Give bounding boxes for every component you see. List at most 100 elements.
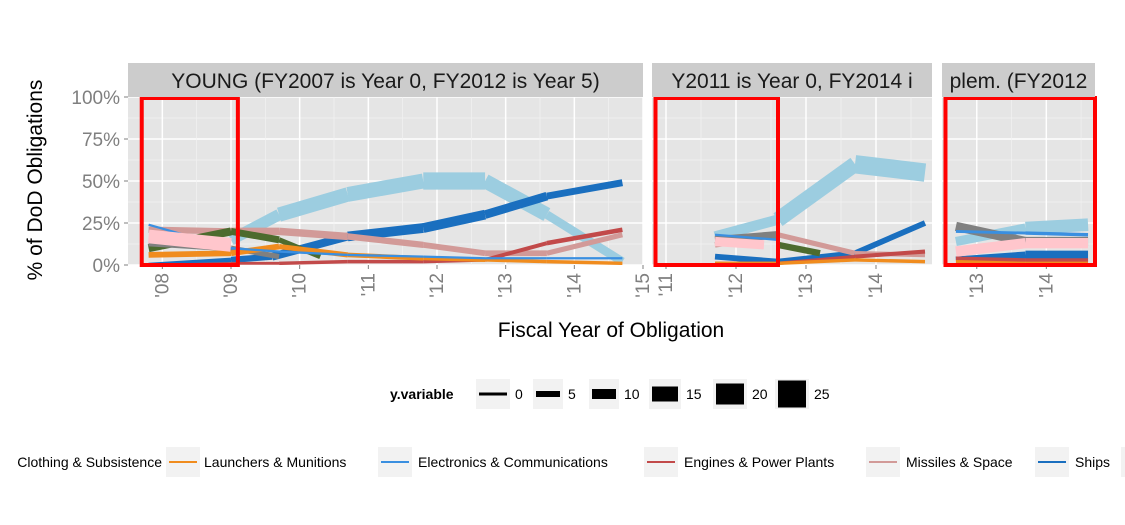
x-tick-label: '15 — [633, 273, 654, 298]
series-segment — [347, 253, 424, 258]
y-tick-label: 25% — [82, 214, 120, 235]
x-tick-label: '14 — [1036, 273, 1057, 298]
strip-label: Y2011 is Year 0, FY2014 i — [671, 70, 912, 93]
strip-background — [942, 63, 1095, 97]
series-segment — [853, 220, 927, 256]
x-tick-label: '13 — [967, 273, 988, 298]
x-axis-title: Fiscal Year of Obligation — [498, 319, 724, 342]
series-segment — [546, 232, 624, 256]
series-segment — [277, 187, 350, 222]
legend-key-line — [652, 386, 678, 402]
size-legend-label: 10 — [624, 386, 640, 402]
series-segment — [423, 256, 486, 262]
series-segment — [147, 229, 232, 252]
color-legend-item: Launchers & Munitions — [166, 447, 346, 477]
highlight-box — [943, 96, 1098, 267]
series-segment — [279, 259, 348, 265]
y-tick-label: 100% — [71, 88, 120, 109]
series-segment — [278, 227, 349, 241]
series-segment — [714, 236, 765, 250]
y-axis-title: % of DoD Obligations — [24, 80, 47, 281]
series-segment — [271, 232, 349, 261]
x-tick-label: '08 — [152, 273, 173, 298]
size-legend-item: 15 — [649, 379, 702, 409]
series-segment — [346, 173, 425, 202]
series-segment — [955, 238, 1027, 257]
series-segment — [1025, 218, 1089, 235]
strip-background — [652, 63, 932, 97]
x-tick-label: '11 — [358, 273, 379, 296]
series-segment — [777, 241, 821, 257]
highlight-box — [653, 96, 780, 267]
strip-label: YOUNG (FY2007 is Year 0, FY2012 is Year … — [171, 70, 599, 93]
y-tick-label: 75% — [82, 130, 120, 151]
series-segment — [713, 214, 780, 242]
color-legend-label: Engines & Power Plants — [684, 454, 834, 470]
series-segment — [481, 174, 551, 221]
highlight-box — [139, 96, 240, 267]
legend-key-line — [716, 383, 744, 405]
size-legend-label: 20 — [752, 386, 768, 402]
legend-key-bg — [1121, 447, 1125, 477]
y-axis: 0% 25% 50% 75% 100% — [71, 88, 128, 277]
series-segment — [1025, 231, 1089, 237]
size-legend-item: 0 — [476, 379, 523, 409]
strip-label: plem. (FY2012 — [950, 70, 1088, 93]
color-legend-item: Electronics & Communications — [378, 447, 608, 477]
size-legend-label: 5 — [568, 386, 576, 402]
color-legend-label: Missiles & Space — [906, 454, 1013, 470]
x-tick-label: '12 — [427, 273, 448, 298]
series-segment — [777, 232, 856, 256]
series-segment — [714, 253, 779, 265]
series-segment — [777, 250, 856, 265]
series-segment — [854, 258, 926, 264]
facet-panel-3: '13 '14 plem. (FY2012 — [942, 63, 1098, 298]
size-legend-item: 5 — [533, 379, 576, 409]
series-segment — [777, 258, 856, 265]
color-legend-label: Launchers & Munitions — [204, 454, 346, 470]
series-segment — [546, 259, 623, 265]
size-legend-label: 15 — [686, 386, 702, 402]
color-legend-item: Clothing & Subsistence — [17, 454, 162, 470]
size-legend-title: y.variable — [390, 386, 454, 402]
x-tick-label: '11 — [656, 273, 677, 296]
series-group — [954, 218, 1089, 264]
color-legend-item: Missiles & Space — [866, 447, 1013, 477]
series-segment — [483, 191, 549, 219]
series-segment — [485, 258, 547, 264]
x-tick-label: '13 — [496, 273, 517, 298]
size-legend-label: 25 — [814, 386, 830, 402]
series-segment — [955, 256, 1026, 262]
x-tick-label: '10 — [290, 273, 311, 298]
color-legend-item: Engines & Power Plants — [644, 447, 834, 477]
legend-key-line — [778, 380, 806, 408]
color-legend-label: Electronics & Communications — [418, 454, 608, 470]
size-legend: y.variable 0 5 10 15 20 25 — [390, 379, 830, 409]
color-legend: Clothing & Subsistence Launchers & Muniti… — [17, 447, 1125, 477]
color-legend-label: Clothing & Subsistence — [17, 454, 162, 470]
series-segment — [714, 233, 779, 241]
legend-key-line — [536, 391, 560, 397]
series-segment — [853, 155, 927, 182]
size-legend-item: 10 — [589, 379, 640, 409]
size-legend-item: 20 — [713, 379, 768, 409]
facet-panel-2: '11 '12 '13 '14 Y2011 is Year 0, FY2014 i — [652, 63, 932, 298]
color-legend-item: Ships — [1035, 447, 1110, 477]
series-segment — [854, 249, 926, 259]
size-legend-label: 0 — [515, 386, 523, 402]
x-tick-label: '14 — [564, 273, 585, 298]
x-tick-label: '09 — [221, 273, 242, 298]
x-tick-label: '13 — [796, 273, 817, 298]
x-tick-label: '14 — [866, 273, 887, 298]
legend-key-line — [479, 392, 507, 396]
series-segment — [279, 250, 348, 257]
y-tick-label: 50% — [82, 172, 120, 193]
facet-panels: '08 '09 '10 '11 '12 '13 '14 '15 YOUNG (FY2007 is… — [128, 63, 1098, 298]
x-tick-label: '12 — [726, 273, 747, 298]
series-segment — [423, 255, 486, 260]
series-segment — [773, 157, 860, 226]
facet-panel-1: '08 '09 '10 '11 '12 '13 '14 '15 YOUNG (FY2007 is… — [128, 63, 654, 298]
series-group — [147, 172, 625, 265]
series-segment — [347, 233, 424, 248]
legend-key-line — [592, 389, 616, 399]
